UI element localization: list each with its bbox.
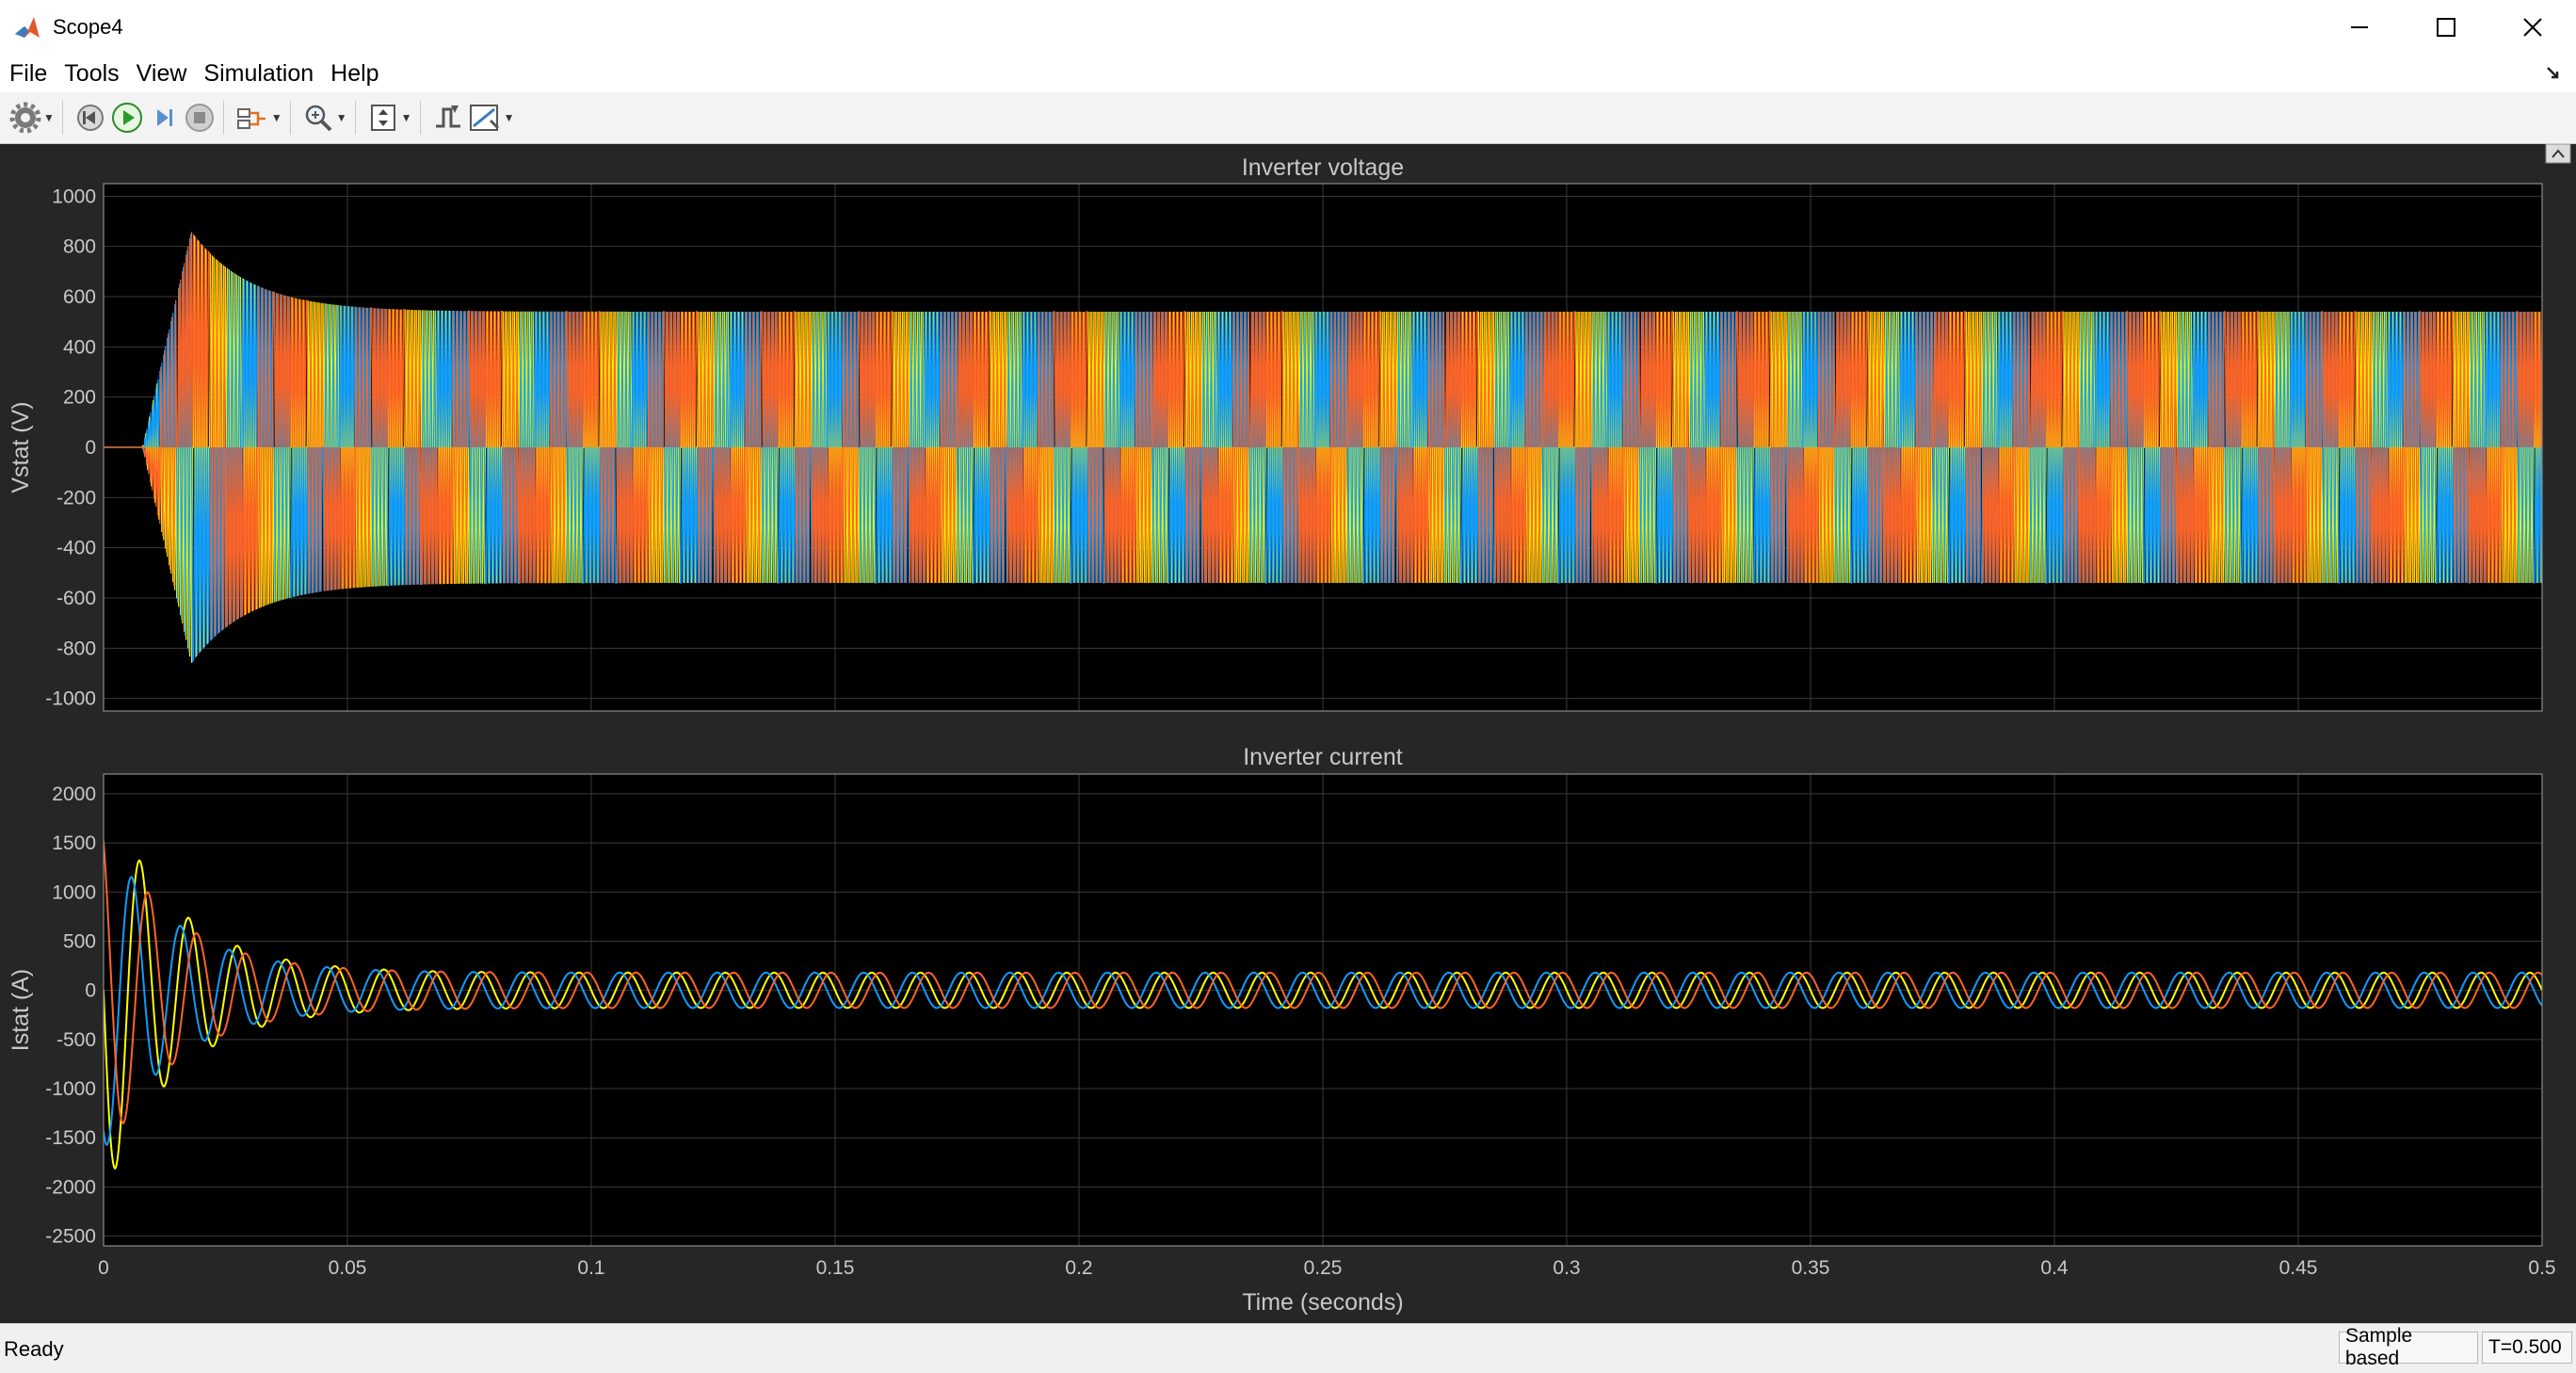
y-tick-label: 1000 <box>52 186 96 207</box>
y-tick-label: 0 <box>85 437 96 459</box>
y-tick-label: -1000 <box>45 1078 96 1100</box>
status-bar: Ready Sample based T=0.500 <box>0 1323 2576 1373</box>
menu-file[interactable]: File <box>9 59 48 87</box>
zoom-button[interactable]: ▼ <box>302 99 347 137</box>
settings-dropdown-icon[interactable]: ▼ <box>43 111 55 124</box>
x-tick-label: 0.2 <box>1065 1257 1092 1279</box>
x-tick-label: 0.05 <box>329 1257 367 1279</box>
y-tick-label: -2000 <box>45 1176 96 1198</box>
window-title: Scope4 <box>53 15 123 39</box>
toolbar-separator <box>419 101 421 135</box>
scale-dropdown-icon[interactable]: ▼ <box>400 111 412 124</box>
y-tick-label: 0 <box>85 980 96 1002</box>
legend-toggle-icon[interactable] <box>2545 144 2571 164</box>
y-tick-label: 2000 <box>52 783 96 805</box>
run-button[interactable] <box>110 99 144 137</box>
toolbar-separator <box>289 101 291 135</box>
title-bar: Scope4 <box>0 0 2576 55</box>
y-tick-label: 400 <box>63 336 96 358</box>
highlight-dropdown-icon[interactable]: ▼ <box>270 111 282 124</box>
highlight-block-icon <box>236 108 266 129</box>
menu-help[interactable]: Help <box>330 59 379 87</box>
plot-title: Inverter current <box>1243 744 1403 770</box>
scope-display: -1000 -800 -600 -400 -200 0 200 400 600 800 1000 In… <box>0 144 2576 1323</box>
y-tick-label: 1000 <box>52 881 96 903</box>
x-tick-label: 0.4 <box>2040 1257 2069 1279</box>
scale-axes-button[interactable]: ▼ <box>367 99 412 137</box>
time-indicator: T=0.500 <box>2482 1332 2572 1364</box>
x-tick-label: 0.35 <box>1792 1257 1830 1279</box>
close-button[interactable] <box>2489 0 2576 55</box>
status-text: Ready <box>4 1337 64 1361</box>
measurements-icon <box>469 105 499 131</box>
menu-simulation[interactable]: Simulation <box>203 59 314 87</box>
x-axis-label: Time (seconds) <box>1242 1289 1403 1316</box>
sample-mode-indicator: Sample based <box>2339 1325 2478 1369</box>
y-tick-label: 600 <box>63 286 96 308</box>
y-tick-label: -800 <box>56 638 96 659</box>
y-tick-label: 800 <box>63 236 96 258</box>
y-tick-label: 500 <box>63 930 96 952</box>
x-tick-label: 0.25 <box>1304 1257 1343 1279</box>
toolbar-separator <box>354 101 356 135</box>
x-tick-label: 0.15 <box>816 1257 855 1279</box>
plot-title: Inverter voltage <box>1242 154 1404 181</box>
minimize-button[interactable] <box>2316 0 2403 55</box>
y-axis-label: Istat (A) <box>8 969 34 1052</box>
run-icon <box>111 103 142 133</box>
close-icon <box>2523 18 2542 37</box>
stop-button[interactable] <box>184 99 216 137</box>
gear-icon <box>9 102 41 134</box>
toolbar-separator <box>61 101 63 135</box>
step-forward-icon <box>156 109 172 126</box>
y-tick-label: -200 <box>56 487 96 509</box>
triggers-icon <box>435 105 460 128</box>
x-tick-label: 0 <box>98 1257 109 1279</box>
x-tick-label: 0.45 <box>2279 1257 2318 1279</box>
highlight-block-button[interactable]: ▼ <box>235 99 282 137</box>
current-series-3 <box>104 841 2542 1125</box>
voltage-series-2 <box>104 234 2542 664</box>
maximize-icon <box>2437 18 2455 37</box>
measurements-button[interactable]: ▼ <box>468 99 515 137</box>
menu-bar: File Tools View Simulation Help <box>0 55 2576 92</box>
maximize-button[interactable] <box>2403 0 2489 55</box>
y-tick-label: 1500 <box>52 832 96 854</box>
y-axis-label: Vstat (V) <box>8 401 34 493</box>
y-tick-label: 200 <box>63 387 96 409</box>
y-tick-label: -500 <box>56 1029 96 1051</box>
menu-view[interactable]: View <box>136 59 187 87</box>
step-back-button[interactable] <box>74 99 106 137</box>
x-tick-label: 0.5 <box>2528 1257 2555 1279</box>
stop-icon <box>185 104 214 132</box>
minimize-icon <box>2351 26 2368 28</box>
matlab-logo-icon <box>15 17 40 38</box>
x-tick-label: 0.1 <box>577 1257 604 1279</box>
menu-tools[interactable]: Tools <box>64 59 120 87</box>
current-series-2 <box>104 876 2542 1146</box>
step-back-icon <box>76 105 104 131</box>
voltage-series-3 <box>104 232 2542 640</box>
scope-chart: -1000-800-600-400-20002004006008001000In… <box>8 144 2571 1316</box>
scale-axes-icon <box>370 105 395 131</box>
zoom-icon <box>305 105 332 132</box>
y-tick-label: -1000 <box>45 688 96 710</box>
triggers-button[interactable] <box>432 99 464 137</box>
axes-frame <box>103 773 2543 1247</box>
y-tick-label: -400 <box>56 538 96 559</box>
step-forward-button[interactable] <box>148 99 180 137</box>
zoom-dropdown-icon[interactable]: ▼ <box>335 111 347 124</box>
x-tick-label: 0.3 <box>1553 1257 1580 1279</box>
toolbar: ▼ ▼ <box>0 92 2576 144</box>
y-tick-label: -600 <box>56 588 96 609</box>
y-tick-label: -2500 <box>45 1226 96 1248</box>
toolbar-separator <box>222 101 224 135</box>
settings-button[interactable]: ▼ <box>9 99 55 137</box>
axes-frame <box>103 183 2543 712</box>
measurements-dropdown-icon[interactable]: ▼ <box>503 111 515 124</box>
undock-icon[interactable] <box>2544 64 2563 83</box>
y-tick-label: -1500 <box>45 1127 96 1149</box>
